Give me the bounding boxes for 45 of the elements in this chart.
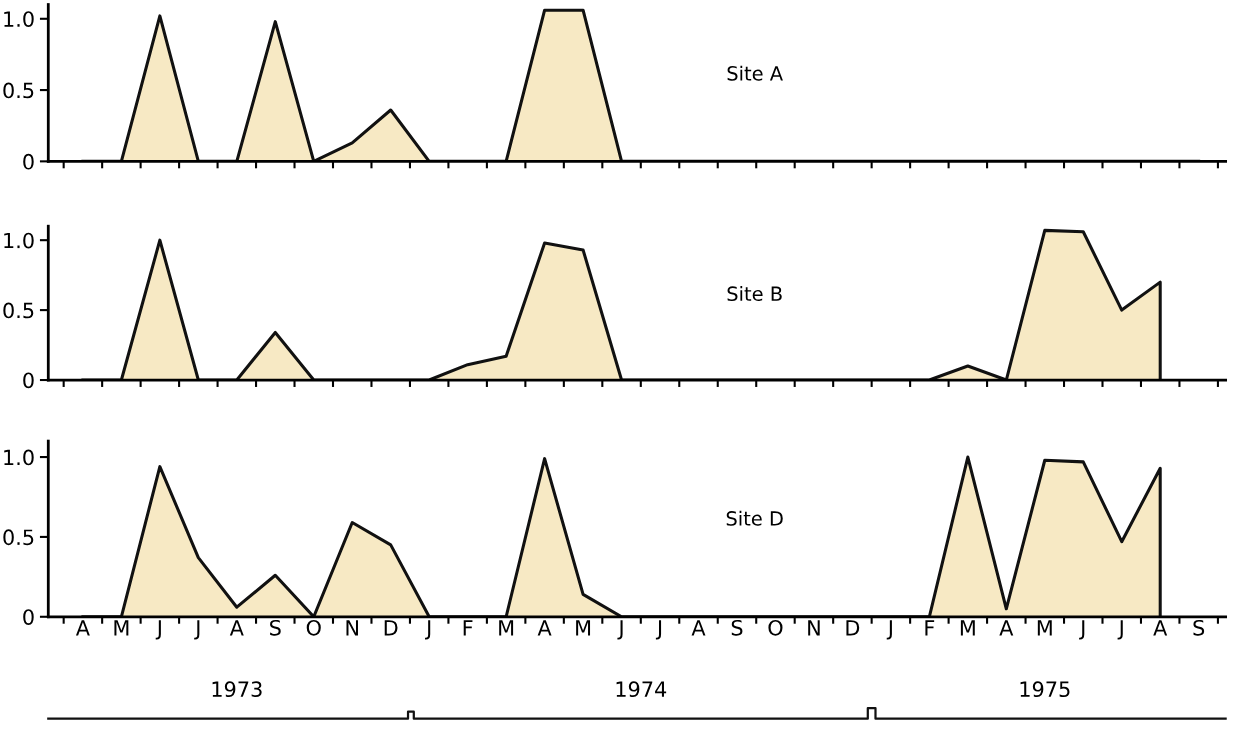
- x-tick-label: J: [655, 620, 662, 640]
- y-tick-label: 0: [23, 609, 34, 625]
- text: Site A: [727, 65, 783, 81]
- text: 1973: [212, 681, 262, 698]
- x-tick-label: S: [270, 619, 281, 636]
- y-tick-label: 1.0: [4, 232, 34, 249]
- x-tick-label: O: [306, 619, 321, 636]
- x-tick-label: A: [999, 620, 1014, 636]
- x-tick-label: A: [229, 620, 244, 636]
- text: Site B: [727, 286, 782, 302]
- x-tick-label: A: [537, 620, 552, 636]
- x-tick-label: J: [155, 620, 161, 640]
- x-tick-label: N: [808, 620, 820, 636]
- x-tick-label: M: [499, 620, 514, 636]
- y-tick-label: 0.5: [3, 529, 34, 546]
- x-tick-label: J: [1117, 620, 1123, 640]
- y-tick-label: 1.0: [4, 449, 34, 466]
- x-tick-label: S: [731, 619, 743, 636]
- x-tick-label: N: [346, 620, 358, 636]
- x-tick-label: J: [425, 620, 431, 640]
- x-tick-label: A: [1153, 620, 1168, 636]
- y-tick-label: 0: [23, 153, 34, 170]
- x-tick-label: M: [114, 620, 129, 636]
- x-tick-label: M: [576, 620, 591, 636]
- y-tick-label: 1.0: [4, 11, 34, 27]
- x-tick-label: M: [960, 620, 975, 636]
- x-tick-label: F: [463, 620, 473, 636]
- text: Site D: [726, 510, 783, 526]
- x-tick-label: F: [925, 620, 935, 636]
- x-tick-label: D: [846, 620, 860, 636]
- x-tick-label: J: [886, 620, 892, 640]
- text: 1975: [1020, 681, 1070, 698]
- x-tick-label: A: [691, 620, 706, 636]
- y-tick-label: 0: [23, 372, 34, 389]
- x-tick-label: M: [1037, 620, 1052, 636]
- text: 1974: [616, 681, 667, 698]
- x-tick-label: D: [384, 620, 398, 636]
- x-tick-label: A: [75, 620, 90, 636]
- x-tick-label: O: [768, 619, 783, 636]
- x-tick-label: J: [1079, 620, 1085, 640]
- y-tick-label: 0.5: [3, 82, 34, 99]
- x-tick-label: J: [617, 620, 623, 640]
- x-tick-label: J: [194, 620, 200, 640]
- y-tick-label: 0.5: [3, 302, 34, 319]
- x-tick-label: S: [1193, 619, 1205, 636]
